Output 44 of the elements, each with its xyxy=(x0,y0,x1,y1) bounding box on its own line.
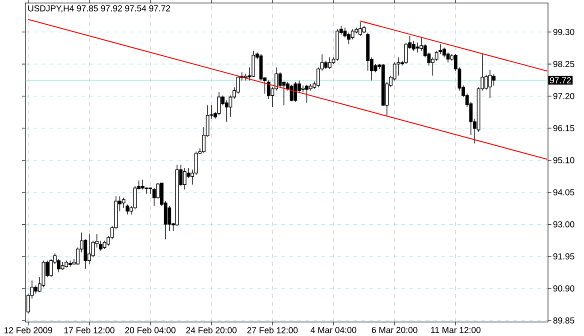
y-tick-label: 94.05 xyxy=(553,189,574,196)
x-tick-label: 17 Feb 12:00 xyxy=(64,326,114,334)
y-tick-label: 98.25 xyxy=(553,60,574,68)
x-tick-label: 12 Feb 2009 xyxy=(4,326,52,334)
candlestick xyxy=(358,22,362,36)
candlestick xyxy=(412,40,416,52)
candlestick xyxy=(152,188,156,206)
y-tick-label: 96.15 xyxy=(553,125,574,132)
candlestick xyxy=(294,82,298,102)
candlestick xyxy=(305,84,309,104)
x-tick-label: 4 Mar 04:00 xyxy=(310,326,356,334)
candlestick xyxy=(99,240,102,252)
chart-title: USDJPY,H4 97.85 97.92 97.54 97.72 xyxy=(28,5,170,12)
y-tick-label: 95.10 xyxy=(553,157,574,164)
candlestick xyxy=(236,75,240,94)
candlestick xyxy=(168,206,172,232)
y-tick-label: 93.00 xyxy=(553,221,574,228)
candlestick xyxy=(488,70,492,98)
candlestick xyxy=(328,57,332,70)
y-tick-label: 90.90 xyxy=(553,285,574,292)
y-tick-label: 89.85 xyxy=(553,317,574,324)
candlestick xyxy=(224,100,228,122)
candlestick xyxy=(217,92,221,116)
x-tick-label: 24 Feb 20:00 xyxy=(186,326,237,334)
candlestick xyxy=(194,151,198,176)
x-tick-label: 6 Mar 20:00 xyxy=(372,326,418,334)
candlestick xyxy=(140,179,144,190)
x-tick-label: 27 Feb 12:00 xyxy=(247,326,298,334)
candlestick xyxy=(350,28,354,40)
ref-line-label: 97.72 xyxy=(550,77,571,84)
x-tick-label: 11 Mar 12:00 xyxy=(431,326,481,334)
y-tick-label: 99.30 xyxy=(553,28,574,36)
y-tick-label: 97.20 xyxy=(553,93,574,100)
candlestick xyxy=(182,168,186,190)
candlestick xyxy=(446,52,450,63)
candlestick xyxy=(492,74,496,86)
candlestick xyxy=(88,234,91,264)
candlestick xyxy=(144,187,148,194)
x-tick-label: 20 Feb 04:00 xyxy=(125,326,176,334)
candlestick xyxy=(122,197,126,208)
candlestick xyxy=(416,42,420,53)
candlestick xyxy=(278,72,282,88)
candlestick xyxy=(252,50,256,78)
y-tick-label: 91.95 xyxy=(553,253,574,260)
